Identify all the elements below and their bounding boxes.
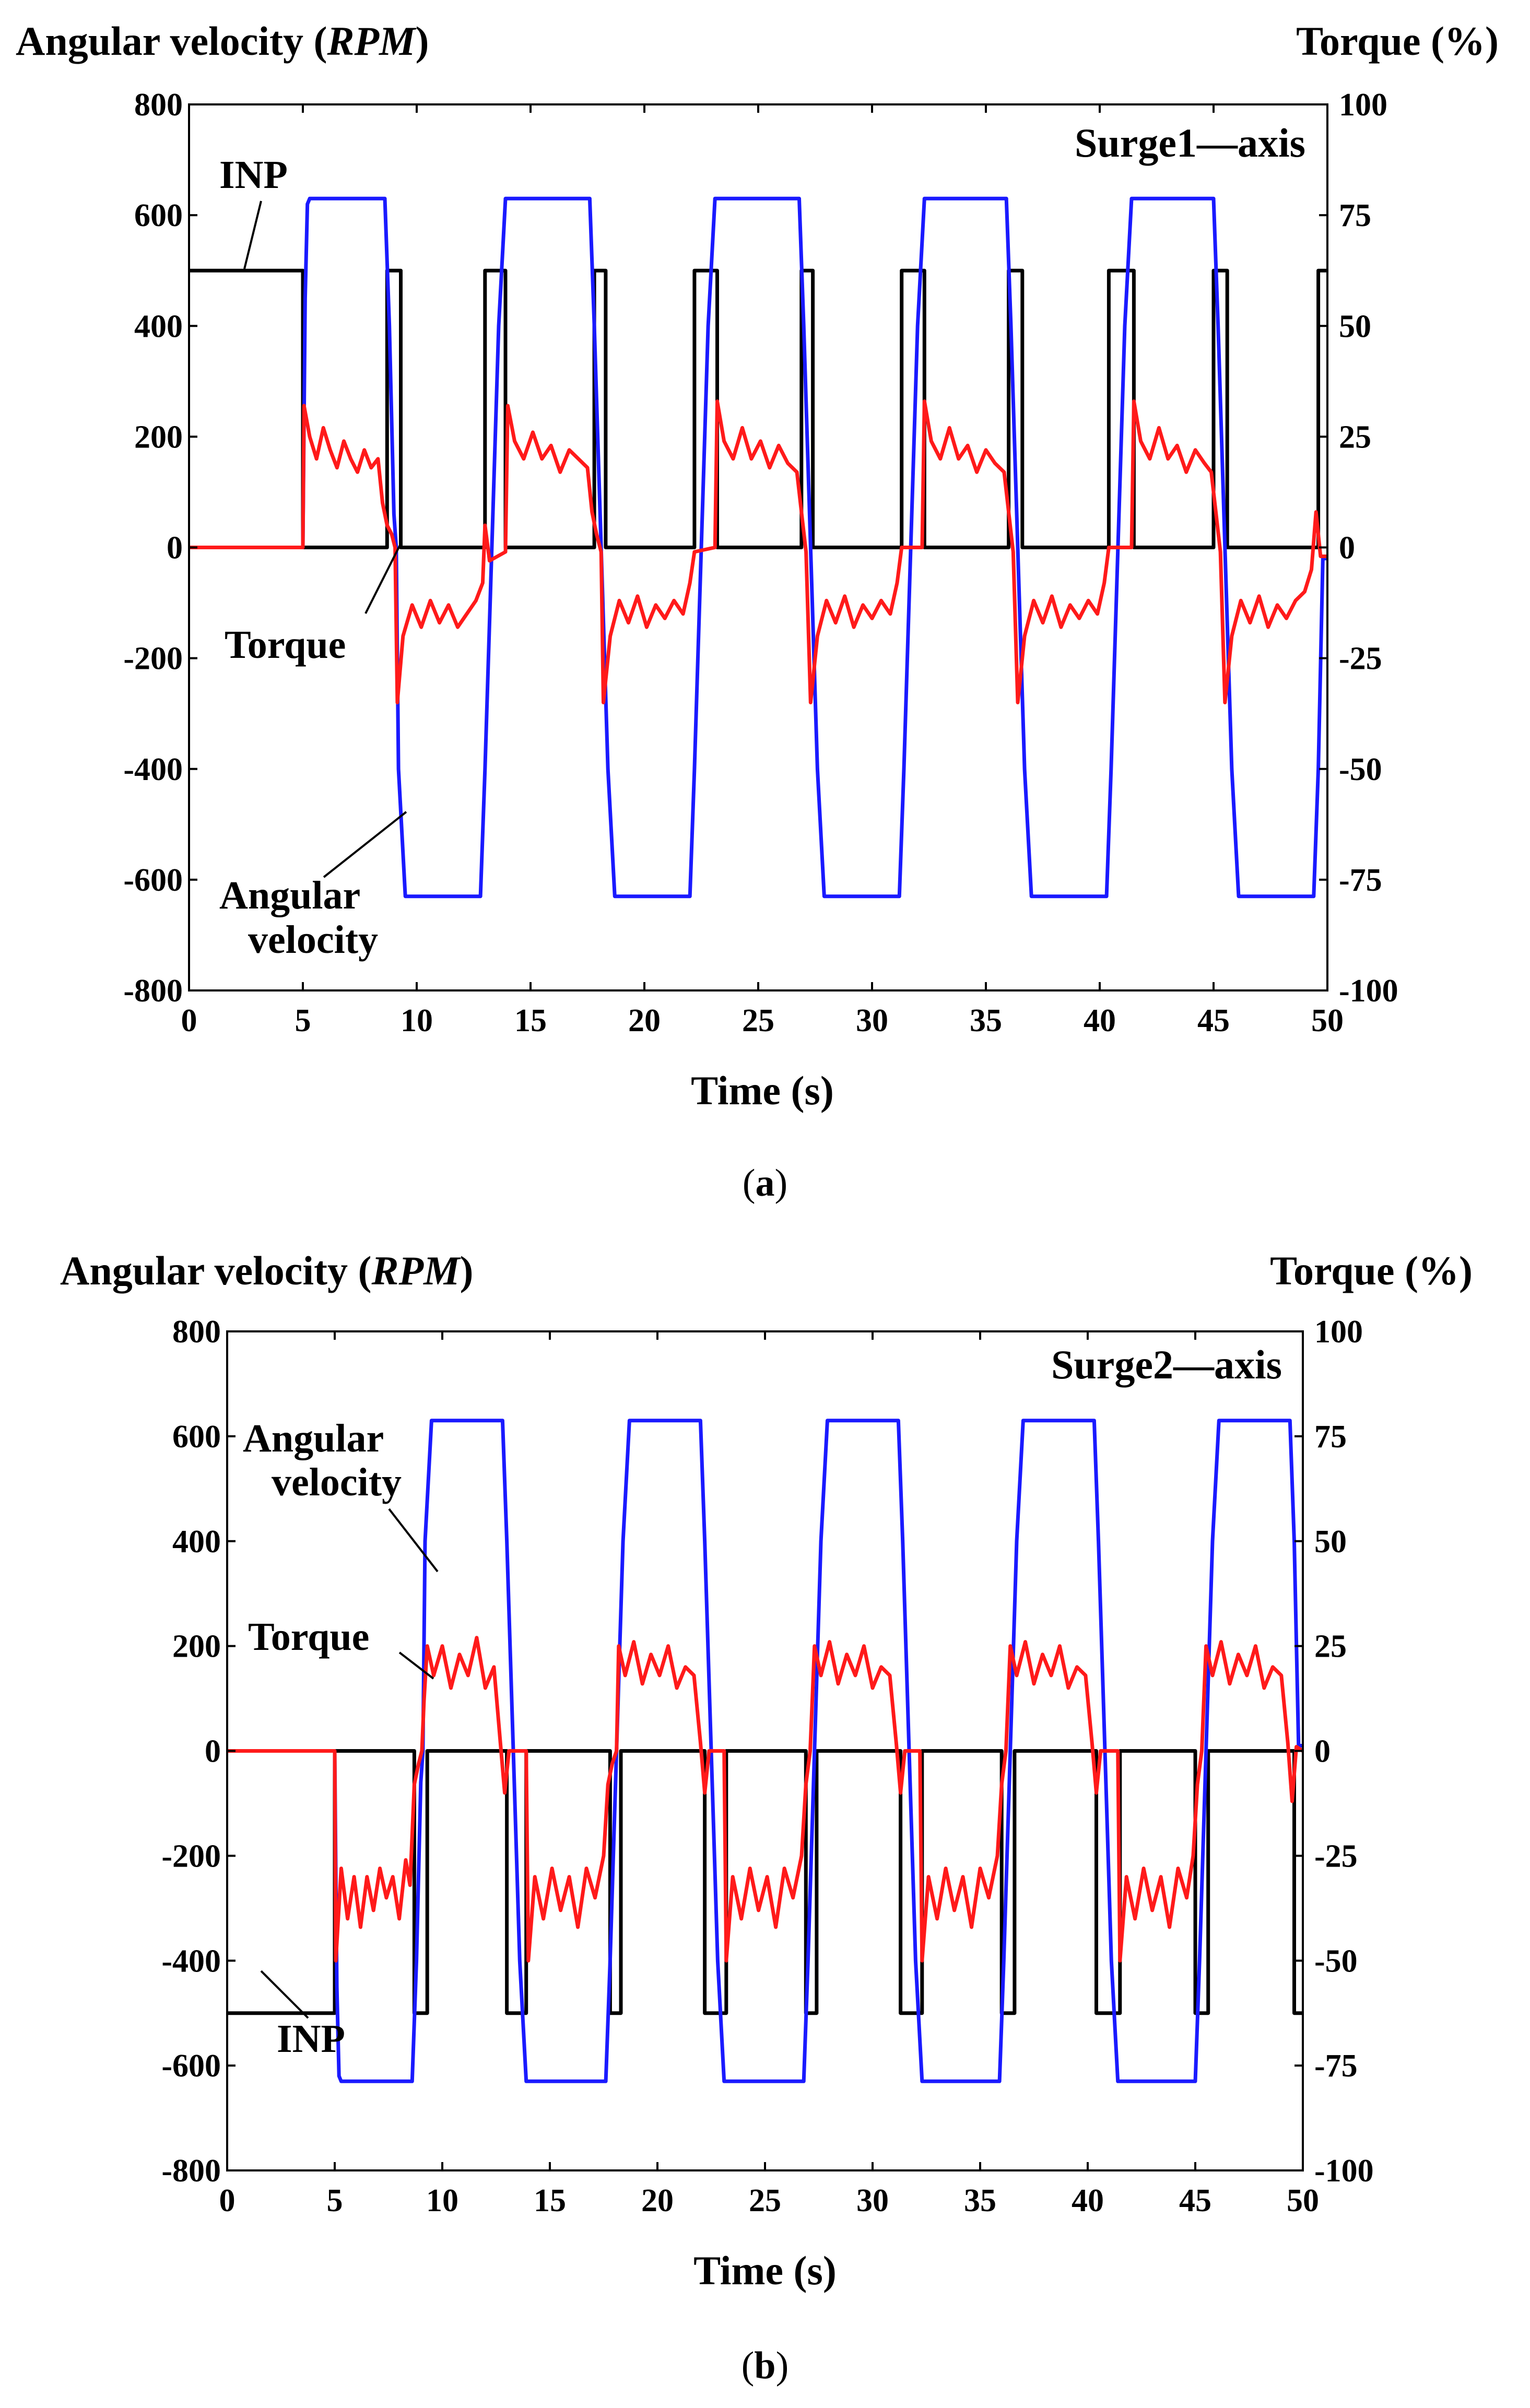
left-axis-title: Angular velocity (RPM) bbox=[60, 1248, 474, 1293]
leader-line-inp bbox=[243, 200, 262, 269]
annotation-torque: Torque bbox=[248, 1615, 369, 1659]
x-tick-label: 45 bbox=[1179, 2183, 1211, 2218]
panel-b: Angular velocity (RPM) Torque (%) 0 5 10 15… bbox=[60, 1248, 1473, 2387]
series-layer bbox=[227, 1419, 1303, 2083]
annotation-inp: INP bbox=[277, 2017, 345, 2061]
y-right-tick-label: 50 bbox=[1339, 309, 1371, 344]
leader-line-angular-velocity bbox=[388, 1508, 439, 1573]
y-right-tick-label: 100 bbox=[1314, 1314, 1363, 1350]
x-tick-label: 0 bbox=[181, 1003, 197, 1038]
y-left-tick-label: 600 bbox=[172, 1419, 221, 1455]
y-left-tick-label: 0 bbox=[167, 530, 183, 566]
y-left-tick-label: 200 bbox=[172, 1629, 221, 1665]
x-tick-label: 45 bbox=[1197, 1003, 1230, 1038]
y-right-tick-label: 25 bbox=[1314, 1629, 1347, 1665]
y-right-tick-label: -100 bbox=[1339, 973, 1398, 1009]
y-right-tick-label: 50 bbox=[1314, 1524, 1347, 1560]
y-right-tick-label: -75 bbox=[1314, 2048, 1358, 2084]
x-tick-label: 25 bbox=[742, 1003, 774, 1038]
x-axis-label: Time (s) bbox=[691, 1068, 834, 1113]
y-right-tick-label: 100 bbox=[1339, 87, 1387, 123]
panel-caption: (b) bbox=[742, 2344, 788, 2387]
y-left-tick-label: -800 bbox=[123, 973, 183, 1009]
y-right-tick-label: 0 bbox=[1314, 1734, 1331, 1769]
y-left-tick-label: -400 bbox=[161, 1943, 221, 1979]
y-right-tick-label: 25 bbox=[1339, 419, 1371, 455]
y-right-tick-label: -50 bbox=[1339, 752, 1382, 787]
annotation-torque: Torque bbox=[225, 623, 346, 667]
x-tick-label: 35 bbox=[964, 2183, 996, 2218]
right-axis-title: Torque (%) bbox=[1296, 18, 1499, 64]
panel-caption: (a) bbox=[743, 1162, 787, 1205]
y-right-tick-label: -25 bbox=[1314, 1838, 1358, 1874]
annotation-inp: INP bbox=[219, 153, 288, 197]
x-tick-label: 35 bbox=[970, 1003, 1002, 1038]
x-tick-label: 50 bbox=[1311, 1003, 1344, 1038]
y-right-tick-label: -25 bbox=[1339, 641, 1382, 677]
series-torque bbox=[189, 399, 1327, 704]
x-tick-label: 10 bbox=[401, 1003, 433, 1038]
x-tick-label: 15 bbox=[514, 1003, 547, 1038]
x-tick-label: 30 bbox=[856, 1003, 888, 1038]
x-tick-label: 20 bbox=[641, 2183, 674, 2218]
series-angular-velocity bbox=[227, 1419, 1303, 2083]
y-left-tick-label: -800 bbox=[161, 2153, 221, 2189]
y-left-tick-label: -200 bbox=[123, 641, 183, 677]
corner-label: Surge1—axis bbox=[1075, 120, 1305, 166]
y-left-tick-label: 400 bbox=[172, 1524, 221, 1560]
annotation-angular-velocity: Angular velocity bbox=[243, 1417, 402, 1504]
x-axis-label: Time (s) bbox=[693, 2248, 837, 2293]
series-layer bbox=[189, 196, 1327, 899]
left-axis-title: Angular velocity (RPM) bbox=[16, 18, 429, 64]
x-tick-label: 20 bbox=[628, 1003, 661, 1038]
y-left-tick-label: 600 bbox=[134, 198, 183, 233]
x-tick-label: 15 bbox=[534, 2183, 566, 2218]
y-left-tick-label: 800 bbox=[172, 1314, 221, 1350]
x-tick-label: 10 bbox=[426, 2183, 458, 2218]
tick-layer: 0 5 10 15 20 25 30 35 40 45 50 -800 -600 -400 -200 0 200… bbox=[161, 1314, 1373, 2218]
x-tick-label: 40 bbox=[1084, 1003, 1116, 1038]
y-left-tick-label: -400 bbox=[123, 752, 183, 787]
leader-line-torque bbox=[398, 1651, 434, 1680]
x-tick-label: 0 bbox=[219, 2183, 236, 2218]
corner-label: Surge2—axis bbox=[1051, 1342, 1282, 1387]
y-left-tick-label: -200 bbox=[161, 1838, 221, 1874]
y-right-tick-label: -100 bbox=[1314, 2153, 1374, 2189]
leader-line-torque bbox=[364, 542, 402, 614]
series-inp bbox=[189, 268, 1327, 549]
x-tick-label: 25 bbox=[749, 2183, 781, 2218]
y-left-tick-label: -600 bbox=[161, 2048, 221, 2084]
annotation-angular-velocity: Angular velocity bbox=[219, 874, 378, 962]
series-angular-velocity bbox=[189, 196, 1327, 899]
x-tick-label: 30 bbox=[856, 2183, 889, 2218]
y-right-tick-label: -75 bbox=[1339, 863, 1382, 898]
y-left-tick-label: -600 bbox=[123, 863, 183, 898]
series-inp bbox=[227, 1749, 1303, 2015]
y-right-tick-label: 75 bbox=[1314, 1419, 1347, 1455]
y-left-tick-label: 800 bbox=[134, 87, 183, 123]
x-tick-label: 5 bbox=[327, 2183, 343, 2218]
y-left-tick-label: 0 bbox=[205, 1734, 221, 1769]
y-left-tick-label: 200 bbox=[134, 419, 183, 455]
tick-layer: 0 5 10 15 20 25 30 35 40 45 50 -800 -600 -400 -200 0 200… bbox=[123, 87, 1398, 1038]
x-tick-label: 40 bbox=[1072, 2183, 1104, 2218]
panel-a: Angular velocity (RPM) Torque (%) 0 5 10 15… bbox=[16, 18, 1499, 1205]
y-right-tick-label: 75 bbox=[1339, 198, 1371, 233]
y-left-tick-label: 400 bbox=[134, 309, 183, 344]
x-tick-label: 50 bbox=[1287, 2183, 1319, 2218]
leader-line-inp bbox=[260, 1970, 309, 2019]
x-tick-label: 5 bbox=[295, 1003, 311, 1038]
y-right-tick-label: -50 bbox=[1314, 1943, 1358, 1979]
series-torque bbox=[227, 1636, 1303, 1963]
leader-line-angular-velocity bbox=[323, 811, 407, 878]
y-right-tick-label: 0 bbox=[1339, 530, 1355, 566]
right-axis-title: Torque (%) bbox=[1270, 1248, 1473, 1293]
